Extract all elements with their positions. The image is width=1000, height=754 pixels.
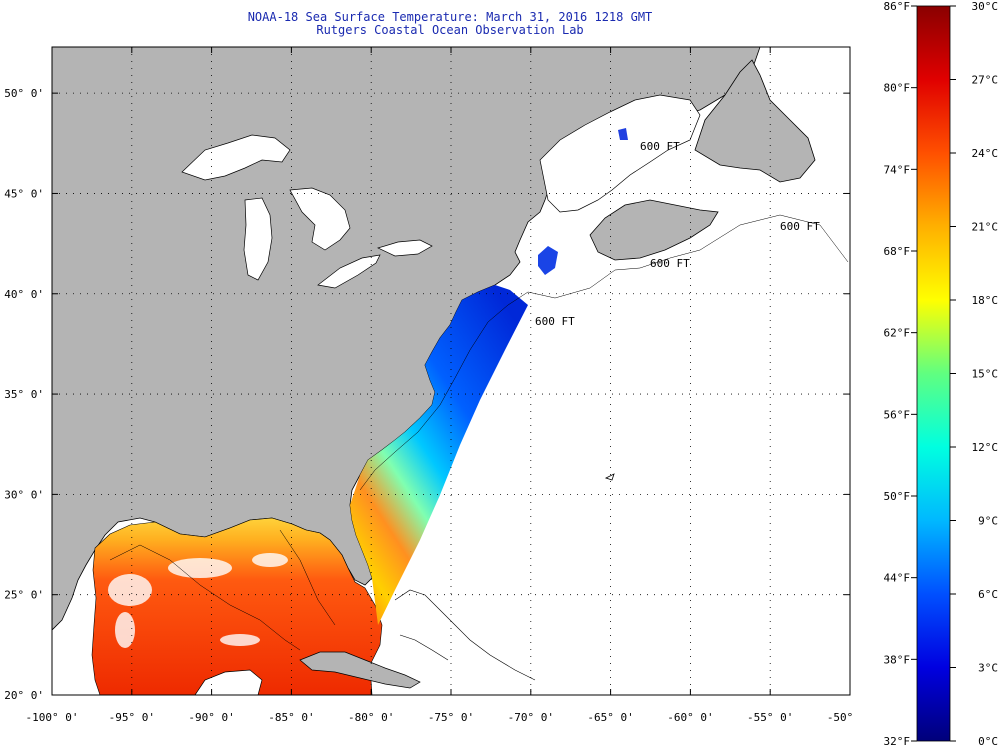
lat-lon-grid xyxy=(52,47,850,695)
fahrenheit-label: 50°F xyxy=(884,490,911,503)
fahrenheit-label: 56°F xyxy=(884,408,911,421)
lon-tick-label: -70° 0' xyxy=(508,711,554,724)
map-title: NOAA-18 Sea Surface Temperature: March 3… xyxy=(247,10,653,24)
axis-labels: -100° 0' -95° 0' -90° 0' -85° 0' -80° 0' -75°… xyxy=(4,87,860,724)
lat-tick-label: 40° 0' xyxy=(4,288,44,301)
land-newfoundland xyxy=(694,59,816,183)
lon-tick-label: -90° 0' xyxy=(188,711,234,724)
sst-map: 600 FT 600 FT 600 FT 600 FT -100° 0' -95°… xyxy=(4,46,860,724)
sst-gulf-of-maine xyxy=(538,246,558,275)
bahamas-outline xyxy=(394,589,536,681)
celsius-label: 15°C xyxy=(972,368,999,381)
lat-tick-label: 50° 0' xyxy=(4,87,44,100)
celsius-label: 12°C xyxy=(972,441,999,454)
lon-tick-label: -100° 0' xyxy=(26,711,79,724)
celsius-label: 18°C xyxy=(972,294,999,307)
celsius-label: 6°C xyxy=(978,588,998,601)
celsius-label: 9°C xyxy=(978,515,998,528)
lat-tick-label: 20° 0' xyxy=(4,689,44,702)
sst-atlantic-swath xyxy=(350,285,528,625)
land-yucatan xyxy=(194,669,263,695)
fahrenheit-label: 68°F xyxy=(884,245,911,258)
celsius-label: 0°C xyxy=(978,735,998,748)
lon-tick-label: -65° 0' xyxy=(587,711,633,724)
lake-michigan xyxy=(243,197,273,281)
lake-erie xyxy=(317,254,381,289)
contour-gulf xyxy=(109,529,336,651)
fahrenheit-label: 74°F xyxy=(884,163,911,176)
colorbar-gradient xyxy=(916,5,951,742)
fahrenheit-label: 86°F xyxy=(884,0,911,13)
celsius-label: 3°C xyxy=(978,662,998,675)
contour-600ft xyxy=(359,214,849,491)
fahrenheit-label: 62°F xyxy=(884,327,911,340)
lon-tick-label: -85° 0' xyxy=(268,711,314,724)
contour-label: 600 FT xyxy=(650,257,690,270)
contour-label: 600 FT xyxy=(780,220,820,233)
fahrenheit-label: 44°F xyxy=(884,572,911,585)
contour-label: 600 FT xyxy=(535,315,575,328)
fahrenheit-label: 32°F xyxy=(884,735,911,748)
lake-superior xyxy=(181,134,291,181)
lon-tick-label: -75° 0' xyxy=(428,711,474,724)
lon-tick-label: -60° 0' xyxy=(667,711,713,724)
celsius-label: 21°C xyxy=(972,221,999,234)
lake-ontario xyxy=(377,239,433,257)
cloud-patches xyxy=(108,553,288,648)
land-nova-scotia xyxy=(589,199,719,261)
gulf-st-lawrence xyxy=(539,94,701,213)
lat-tick-label: 35° 0' xyxy=(4,388,44,401)
celsius-label: 27°C xyxy=(972,74,999,87)
lon-tick-label: -95° 0' xyxy=(109,711,155,724)
sst-gulf-of-mexico xyxy=(91,517,383,695)
lat-tick-label: 30° 0' xyxy=(4,488,44,501)
lon-tick-label: -55° 0' xyxy=(747,711,793,724)
lake-huron xyxy=(289,187,351,251)
colorbar-ticks xyxy=(911,5,956,742)
celsius-labels: 30°C 27°C 24°C 21°C 18°C 15°C 12°C 9°C 6°C 3°C 0°C xyxy=(972,0,999,748)
lon-tick-label: -50° 0' xyxy=(827,711,860,724)
axis-ticks xyxy=(51,47,851,696)
lat-tick-label: 45° 0' xyxy=(4,187,44,200)
temperature-colorbar: 86°F 80°F 74°F 68°F 62°F 56°F 50°F 44°F 38°F 32°F… xyxy=(884,0,999,748)
fahrenheit-label: 38°F xyxy=(884,653,911,666)
contour-label: 600 FT xyxy=(640,140,680,153)
fahrenheit-label: 80°F xyxy=(884,82,911,95)
sst-st-lawrence-patch xyxy=(618,128,628,140)
land-cuba xyxy=(299,651,421,689)
celsius-label: 30°C xyxy=(972,0,999,13)
map-subtitle: Rutgers Coastal Ocean Observation Lab xyxy=(316,23,584,37)
celsius-label: 24°C xyxy=(972,147,999,160)
lat-tick-label: 25° 0' xyxy=(4,589,44,602)
lon-tick-label: -80° 0' xyxy=(348,711,394,724)
fahrenheit-labels: 86°F 80°F 74°F 68°F 62°F 56°F 50°F 44°F 38°F 32°F xyxy=(884,0,911,748)
island-marker xyxy=(604,473,615,481)
